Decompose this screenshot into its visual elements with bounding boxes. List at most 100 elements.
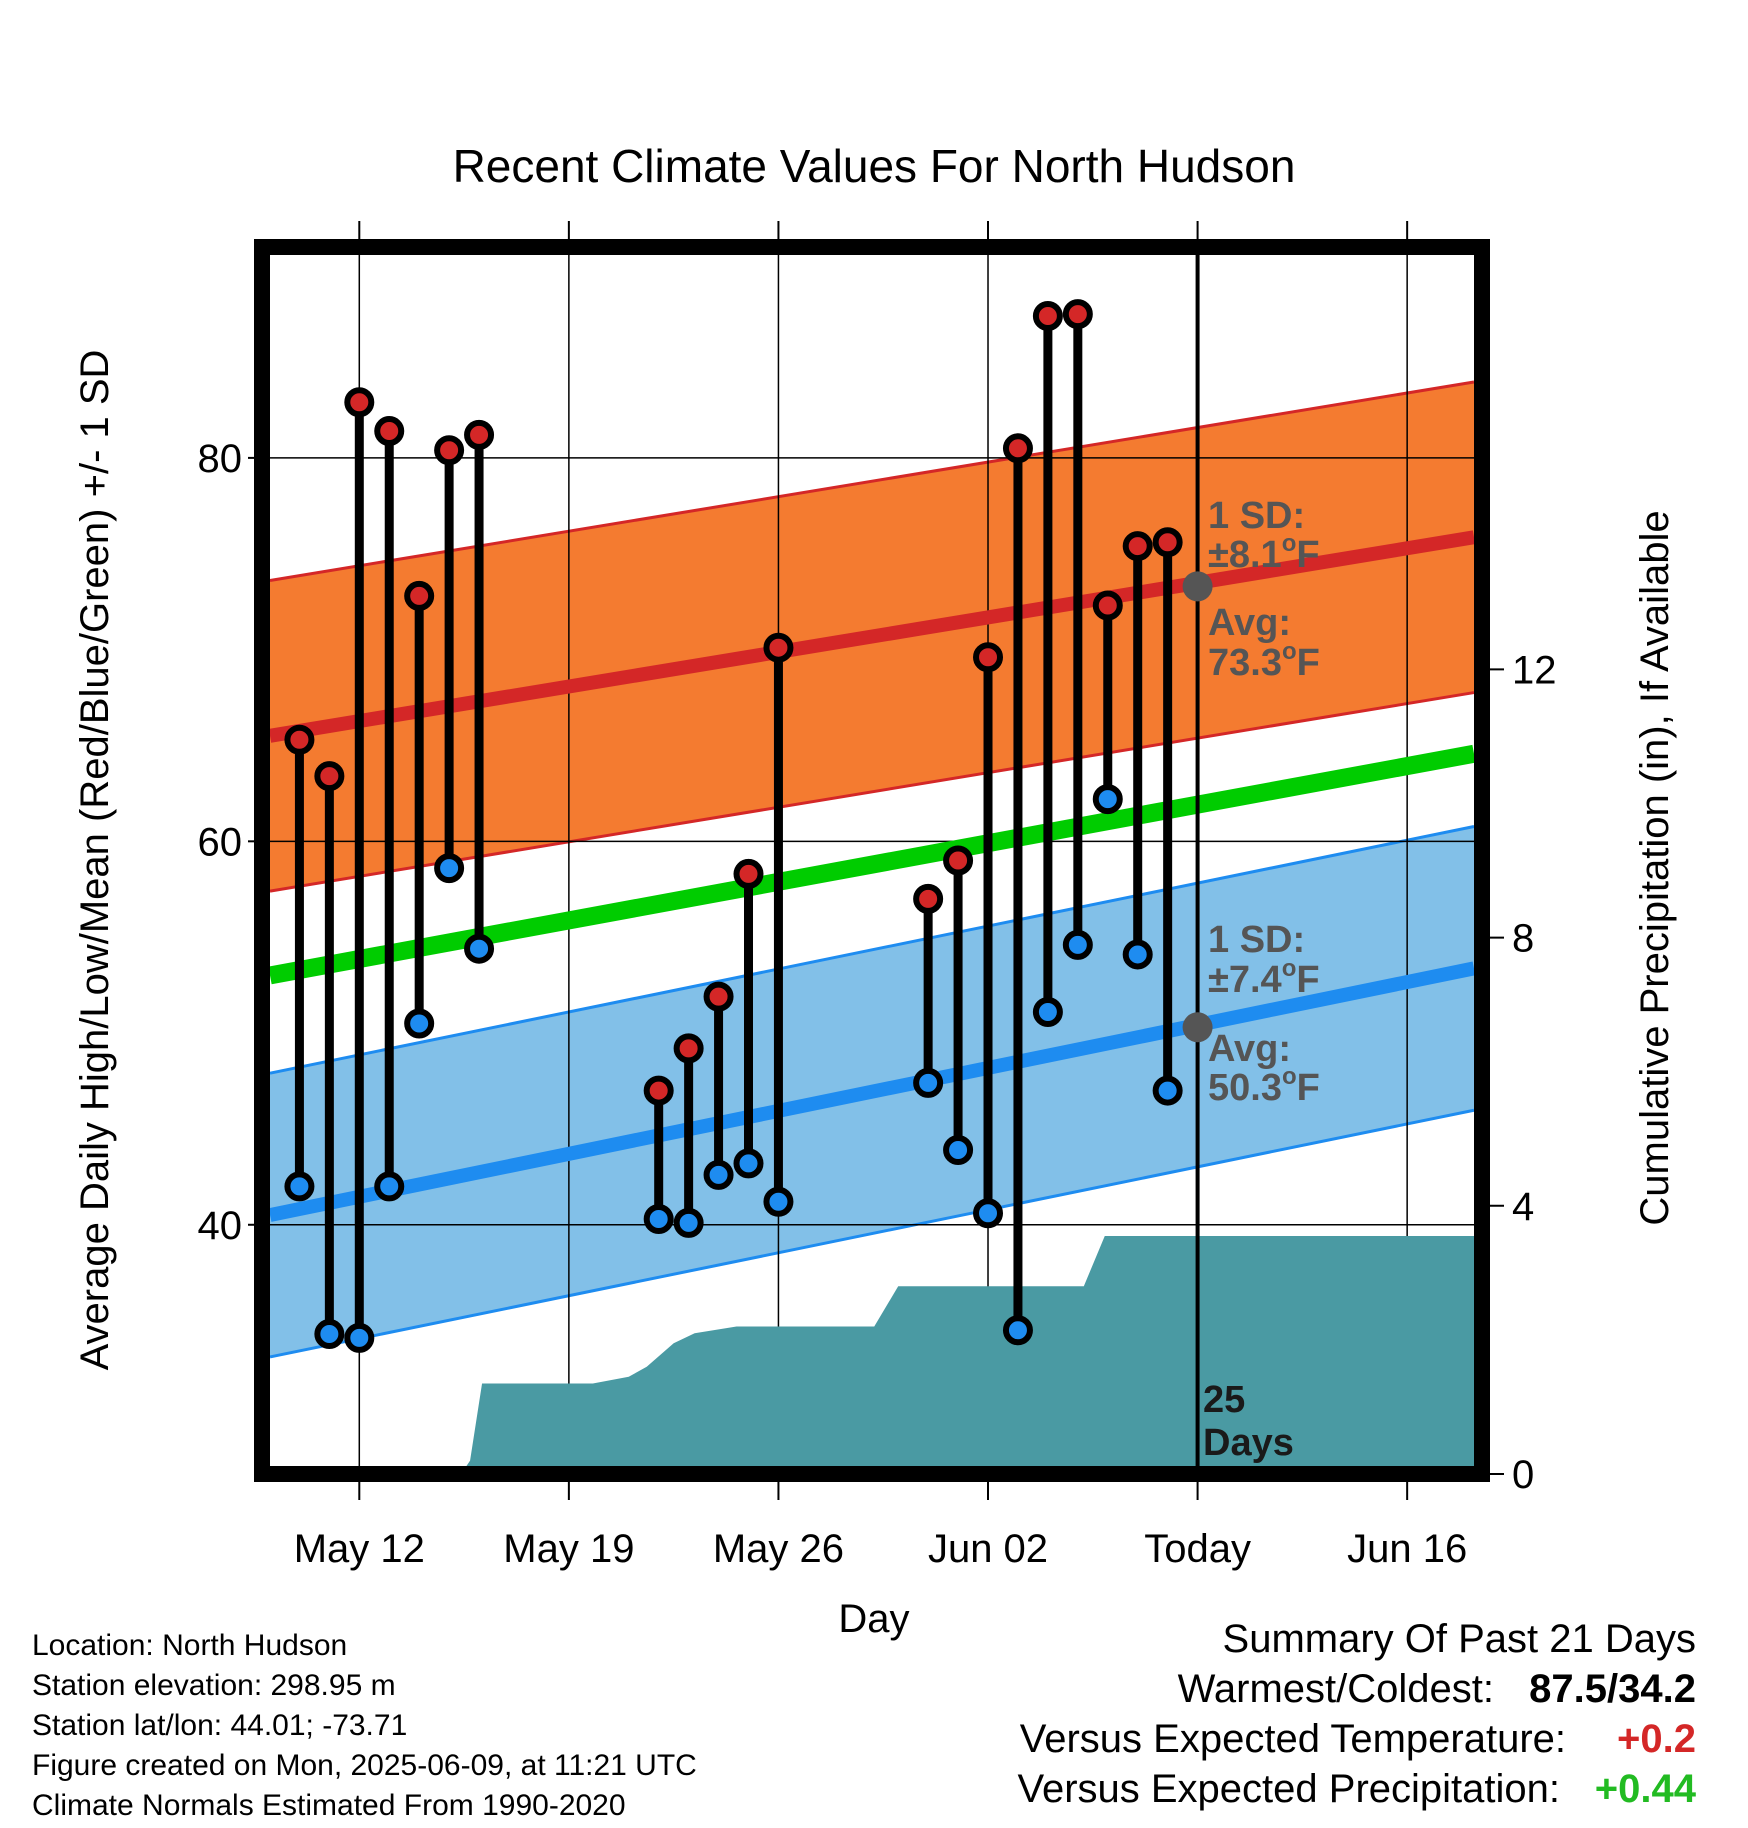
x-tick-label: Jun 16 (1347, 1527, 1467, 1571)
obs-high-point (1152, 527, 1183, 558)
low-avg-label: Avg: (1208, 1028, 1291, 1070)
obs-high-point (434, 435, 465, 466)
obs-high-point (344, 387, 375, 418)
obs-high-point (913, 883, 944, 914)
observation-bars (284, 299, 1183, 1353)
obs-low-point (1152, 1075, 1183, 1106)
plot-frame (254, 239, 1490, 1482)
obs-low-point (1032, 996, 1063, 1027)
high-avg-label: Avg: (1208, 602, 1291, 644)
y-left-tick-label: 80 (198, 437, 243, 481)
low-sd-value: ±7.4oF (1208, 955, 1320, 1001)
chart-title: Recent Climate Values For North Hudson (453, 140, 1296, 192)
obs-low-point (314, 1319, 345, 1350)
x-tick-label: Jun 02 (928, 1527, 1048, 1571)
obs-low-point (733, 1148, 764, 1179)
high-sd-band-upper-edge (269, 380, 1475, 582)
axis-ticks: 40 60 80 0 4 8 12 May 12 May 19 May 26 Jun 02 Today… (198, 221, 1557, 1571)
low-avg-marker (1182, 1012, 1213, 1043)
precip-diff-label: Versus Expected Precipitation: (1017, 1767, 1560, 1811)
obs-high-point (1032, 301, 1063, 332)
obs-high-point (1002, 433, 1033, 464)
obs-low-point (374, 1171, 405, 1202)
obs-high-point (314, 761, 345, 792)
precipitation-area (461, 1235, 1474, 1474)
obs-low-point (1092, 784, 1123, 815)
obs-low-point (1062, 929, 1093, 960)
x-tick-label: May 12 (294, 1527, 425, 1571)
obs-low-point (763, 1186, 794, 1217)
x-tick-label: May 26 (713, 1527, 844, 1571)
obs-high-point (374, 416, 405, 447)
low-sd-annotation: 1 SD: ±7.4oF Avg: 50.3oF (1208, 919, 1320, 1109)
low-sd-band-upper-edge (269, 825, 1475, 1075)
precip-diff-value: +0.44 (1595, 1767, 1697, 1811)
obs-low-point (1002, 1315, 1033, 1346)
warm-cold-label: Warmest/Coldest: (1178, 1667, 1494, 1711)
x-tick-label: Today (1144, 1527, 1251, 1571)
summary-title: Summary Of Past 21 Days (1223, 1617, 1696, 1661)
obs-low-point (673, 1207, 704, 1238)
high-sd-label: 1 SD: (1208, 495, 1305, 537)
days-annotation: 25 Days (1203, 1379, 1294, 1464)
obs-high-point (673, 1033, 704, 1064)
obs-low-point (464, 933, 495, 964)
high-sd-annotation: 1 SD: ±8.1oF Avg: 73.3oF (1208, 495, 1320, 684)
y-right-tick-label: 0 (1512, 1453, 1534, 1497)
obs-high-point (643, 1075, 674, 1106)
obs-high-point (1092, 590, 1123, 621)
low-avg-value: 50.3oF (1208, 1063, 1320, 1109)
high-sd-value: ±8.1oF (1208, 530, 1320, 576)
station-elevation: Station elevation: 298.95 m (32, 1669, 396, 1702)
precip-fill (461, 1235, 1474, 1474)
days-count: 25 (1203, 1379, 1245, 1421)
obs-low-point (434, 853, 465, 884)
obs-high-point (1122, 531, 1153, 562)
y-right-tick-label: 12 (1512, 648, 1557, 692)
obs-low-point (643, 1204, 674, 1235)
obs-low-point (284, 1171, 315, 1202)
high-avg-marker (1182, 571, 1213, 602)
high-sd-band-lower-edge (269, 691, 1475, 893)
station-info: Location: North Hudson Station elevation… (32, 1629, 697, 1822)
obs-high-point (733, 858, 764, 889)
x-axis-title: Day (838, 1597, 909, 1641)
obs-high-point (973, 642, 1004, 673)
warm-cold-value: 87.5/34.2 (1529, 1667, 1696, 1711)
y-axis-right-title: Cumulative Precipitation (in), If Availa… (1633, 510, 1677, 1225)
low-sd-band-lower-edge (269, 1108, 1475, 1359)
obs-high-point (404, 580, 435, 611)
station-location: Location: North Hudson (32, 1629, 347, 1662)
y-axis-left-title: Average Daily High/Low/Mean (Red/Blue/Gr… (73, 350, 117, 1371)
low-normal-line (268, 961, 1476, 1222)
days-label: Days (1203, 1422, 1294, 1464)
temp-diff-value: +0.2 (1617, 1717, 1696, 1761)
y-left-tick-label: 40 (198, 1204, 243, 1248)
obs-high-point (464, 419, 495, 450)
obs-high-point (763, 632, 794, 663)
obs-low-point (943, 1134, 974, 1165)
obs-high-point (703, 981, 734, 1012)
y-right-tick-label: 4 (1512, 1185, 1534, 1229)
high-normal-line (268, 530, 1476, 743)
obs-low-point (344, 1322, 375, 1353)
obs-high-point (943, 845, 974, 876)
temp-diff-label: Versus Expected Temperature: (1020, 1717, 1566, 1761)
figure-created: Figure created on Mon, 2025-06-09, at 11… (32, 1749, 697, 1782)
y-left-tick-label: 60 (198, 820, 243, 864)
high-avg-value: 73.3oF (1208, 638, 1320, 684)
climate-normals: Climate Normals Estimated From 1990-2020 (32, 1789, 626, 1822)
summary-panel: Summary Of Past 21 Days Warmest/Coldest:… (1017, 1617, 1696, 1811)
y-right-tick-label: 8 (1512, 917, 1534, 961)
x-tick-label: May 19 (503, 1527, 634, 1571)
obs-low-point (913, 1067, 944, 1098)
obs-low-point (1122, 939, 1153, 970)
obs-low-point (404, 1008, 435, 1039)
obs-high-point (1062, 299, 1093, 330)
obs-low-point (973, 1198, 1004, 1229)
low-sd-label: 1 SD: (1208, 919, 1305, 961)
obs-high-point (284, 724, 315, 755)
station-latlon: Station lat/lon: 44.01; -73.71 (32, 1709, 407, 1742)
obs-low-point (703, 1159, 734, 1190)
